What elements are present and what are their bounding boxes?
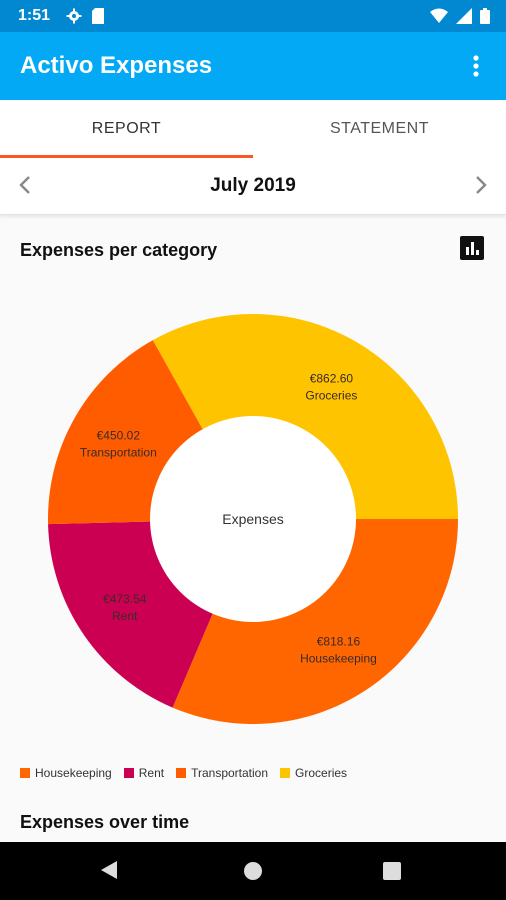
month-label: July 2019 [210, 175, 296, 196]
legend-label: Housekeeping [35, 766, 112, 780]
slice-amount-label: €450.02 [97, 428, 141, 442]
legend-swatch [280, 768, 291, 778]
legend-item: Transportation [176, 766, 268, 780]
more-vert-icon[interactable] [460, 50, 492, 82]
legend-label: Transportation [191, 766, 269, 780]
tab-statement[interactable]: STATEMENT [329, 120, 429, 137]
legend-item: Rent [123, 766, 165, 780]
slice-category-label: Groceries [305, 388, 357, 402]
recents-icon[interactable] [383, 862, 401, 885]
battery-icon [480, 8, 490, 29]
legend-swatch [176, 768, 187, 778]
slice-amount-label: €473.54 [103, 592, 147, 606]
slice-amount-label: €862.60 [310, 371, 354, 385]
settings-icon [66, 8, 82, 29]
section-title-per-category: Expenses per category [20, 240, 218, 260]
home-icon[interactable] [243, 861, 263, 886]
chevron-left-icon[interactable] [12, 171, 40, 199]
legend-item: Housekeeping [20, 766, 112, 780]
chart-legend: Housekeeping Rent Transportation Groceries [20, 766, 347, 780]
legend-swatch [123, 768, 134, 778]
slice-category-label: Rent [112, 609, 138, 623]
back-icon[interactable] [98, 859, 120, 886]
legend-label: Groceries [295, 766, 348, 780]
donut-hole [150, 416, 356, 622]
section-title-over-time: Expenses over time [20, 812, 190, 832]
tab-report[interactable]: REPORT [0, 100, 253, 158]
legend-item: Groceries [280, 766, 347, 780]
sd-card-icon [92, 8, 104, 29]
status-bar: 1:51 [0, 0, 506, 32]
legend-label: Rent [138, 766, 165, 780]
donut-chart: Expenses €818.16 Housekeeping €473.54 Rent €… [47, 314, 458, 724]
tab-bar: REPORT STATEMENT [0, 100, 506, 158]
app-title: Activo Expenses [20, 52, 213, 79]
slice-category-label: Housekeeping [300, 651, 377, 665]
status-time: 1:51 [18, 7, 51, 24]
system-nav-bar [0, 842, 506, 900]
app-bar: Activo Expenses [0, 32, 506, 100]
slice-amount-label: €818.16 [317, 634, 361, 648]
signal-icon [456, 8, 472, 29]
month-navigator: July 2019 [0, 158, 506, 215]
chevron-right-icon[interactable] [466, 171, 494, 199]
donut-center-label: Expenses [222, 511, 283, 527]
wifi-icon [430, 8, 448, 29]
bar-chart-icon[interactable] [460, 236, 484, 260]
legend-swatch [20, 768, 30, 778]
slice-category-label: Transportation [80, 445, 157, 459]
